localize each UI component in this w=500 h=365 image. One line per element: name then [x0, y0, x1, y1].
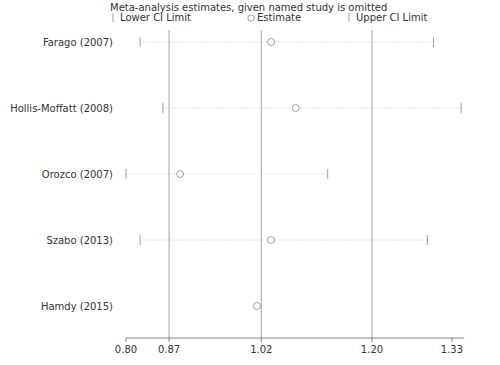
estimate-point — [177, 171, 184, 178]
ci-line — [140, 240, 427, 241]
x-axis — [126, 338, 464, 339]
legend-label: Estimate — [257, 12, 301, 23]
legend-symbol — [349, 13, 350, 22]
study-label: Orozco (2007) — [42, 169, 113, 180]
estimate-point — [268, 237, 275, 244]
x-tick — [261, 338, 262, 342]
x-tick-label: 0.87 — [158, 344, 180, 355]
estimate-point — [253, 303, 260, 310]
reference-line — [261, 30, 262, 338]
legend-symbol — [248, 15, 254, 21]
x-tick — [372, 338, 373, 342]
study-label: Szabo (2013) — [46, 235, 113, 246]
ci-line — [163, 108, 461, 109]
x-tick-label: 1.02 — [250, 344, 272, 355]
reference-line — [372, 30, 373, 338]
marks — [126, 37, 461, 310]
study-label: Hamdy (2015) — [41, 301, 113, 312]
x-tick-label: 1.33 — [441, 344, 463, 355]
legend-symbol — [113, 13, 114, 22]
reference-line — [169, 30, 170, 338]
chart: Meta-analysis estimates, given named stu… — [0, 0, 500, 365]
ci-line — [126, 174, 328, 175]
ci-limit — [433, 37, 434, 47]
x-tick — [169, 338, 170, 342]
ci-limit — [140, 235, 141, 245]
estimate-point — [268, 39, 275, 46]
x-tick-label: 0.80 — [115, 344, 137, 355]
x-tick-label: 1.20 — [361, 344, 383, 355]
ci-limit — [427, 235, 428, 245]
x-tick — [451, 338, 452, 342]
study-label: Hollis-Moffatt (2008) — [10, 103, 113, 114]
ci-limit — [140, 37, 141, 47]
ci-line — [140, 42, 433, 43]
study-label: Farago (2007) — [43, 37, 113, 48]
ci-limit — [327, 169, 328, 179]
ci-limit — [461, 103, 462, 113]
ci-limit — [126, 169, 127, 179]
ci-limit — [162, 103, 163, 113]
estimate-point — [292, 105, 299, 112]
legend-label: Upper CI Limit — [356, 12, 427, 23]
x-tick — [126, 338, 127, 342]
legend-label: Lower CI Limit — [120, 12, 191, 23]
